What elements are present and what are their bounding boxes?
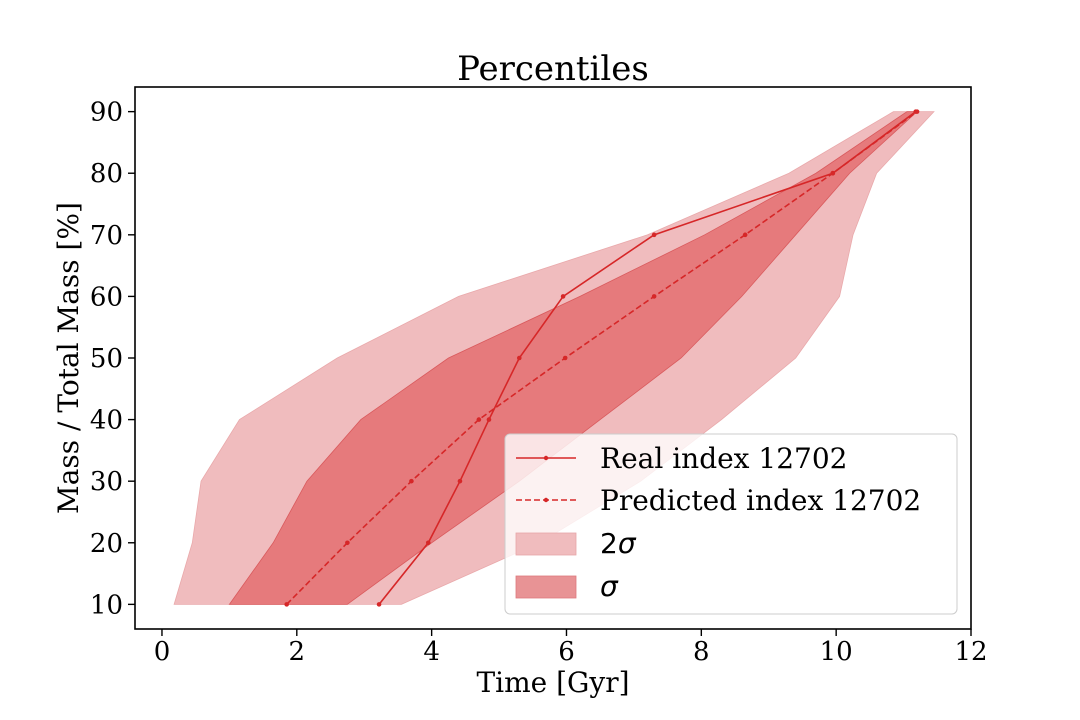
series-point-real-1	[425, 540, 431, 546]
legend-label-predicted: Predicted index 12702	[600, 484, 921, 517]
y-axis-title: Mass / Total Mass [%]	[52, 202, 85, 514]
legend: Real index 12702 Predicted index 12702 2…	[504, 433, 958, 615]
y-tick-label-50: 50	[90, 344, 123, 374]
series-point-predicted-6	[742, 232, 748, 238]
x-tick-label-0: 0	[154, 637, 171, 667]
series-point-predicted-5	[651, 294, 657, 299]
series-point-real-5	[560, 294, 566, 299]
y-tick-label-80: 80	[90, 159, 123, 189]
y-tick-label-90: 90	[90, 98, 123, 128]
legend-swatch-real-marker	[543, 455, 549, 461]
x-tick-label-12: 12	[954, 637, 987, 667]
x-axis-title: Time [Gyr]	[476, 666, 629, 699]
series-point-predicted-0	[284, 602, 289, 607]
series-point-real-0	[376, 602, 382, 607]
x-tick-label-2: 2	[289, 637, 306, 667]
series-point-predicted-4	[562, 355, 568, 361]
y-tick-label-30: 30	[90, 467, 123, 497]
x-tick-label-8: 8	[693, 637, 710, 667]
series-point-real-2	[457, 478, 463, 484]
y-tick-label-20: 20	[90, 529, 123, 559]
series-point-real-3	[486, 417, 492, 422]
legend-label-real: Real index 12702	[600, 442, 847, 475]
legend-entry-2sigma: 2σ	[515, 527, 637, 560]
legend-entry-predicted: Predicted index 12702	[516, 484, 921, 517]
y-tick-label-60: 60	[90, 282, 123, 312]
chart-title: Percentiles	[457, 49, 649, 89]
x-tick-label-6: 6	[558, 637, 575, 667]
legend-swatch-2sigma	[515, 532, 577, 556]
y-tick-label-40: 40	[90, 406, 123, 436]
legend-label-2sigma: 2σ	[600, 527, 637, 560]
y-tick-label-10: 10	[90, 590, 123, 620]
series-point-real-4	[516, 355, 522, 361]
legend-swatch-sigma	[515, 575, 577, 599]
series-point-real-6	[651, 232, 657, 238]
series-point-predicted-1	[345, 540, 350, 546]
plot-area	[173, 109, 935, 607]
y-tick-label-70: 70	[90, 221, 123, 251]
y-axis-ticks: 10 20 30 40 50 60 70 80 90	[90, 98, 135, 620]
legend-label-2sigma-symbol: σ	[618, 527, 637, 560]
series-point-predicted-8	[914, 109, 920, 114]
legend-swatch-predicted-marker	[543, 497, 549, 503]
x-tick-label-4: 4	[423, 637, 440, 667]
series-point-predicted-3	[476, 417, 482, 422]
legend-box	[504, 433, 958, 615]
x-tick-label-10: 10	[820, 637, 853, 667]
legend-label-sigma: σ	[600, 570, 619, 603]
series-point-predicted-7	[830, 170, 836, 176]
legend-entry-real: Real index 12702	[516, 442, 847, 475]
legend-label-2sigma-number: 2	[600, 527, 618, 560]
series-point-predicted-2	[409, 478, 414, 484]
x-axis-ticks: 0 2 4 6 8 10 12	[154, 629, 988, 667]
legend-entry-sigma: σ	[515, 570, 619, 603]
